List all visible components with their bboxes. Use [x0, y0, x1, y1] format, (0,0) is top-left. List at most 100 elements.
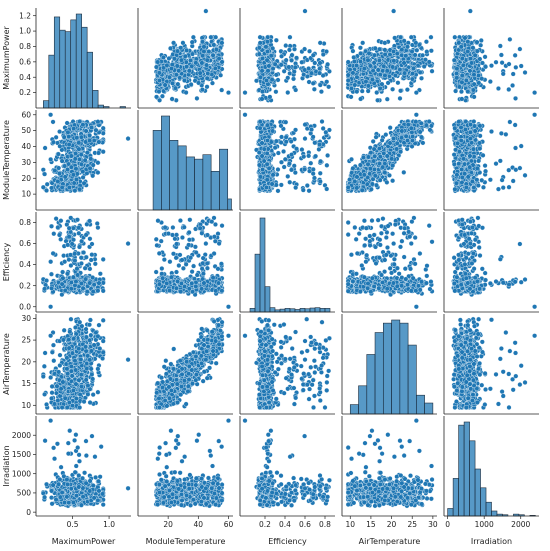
scatter-point: [346, 73, 351, 78]
scatter-point: [169, 66, 174, 71]
scatter-point: [318, 61, 323, 66]
scatter-point: [56, 166, 61, 171]
scatter-point: [157, 78, 162, 83]
scatter-point: [200, 61, 205, 66]
scatter-point: [74, 135, 79, 140]
scatter-point: [77, 157, 82, 162]
histogram-bar: [228, 199, 232, 210]
histogram-bar: [93, 90, 98, 108]
scatter-point: [88, 166, 93, 171]
scatter-point: [429, 48, 434, 53]
scatter-point: [390, 163, 395, 168]
scatter-point: [176, 68, 181, 73]
panel-module-temperature-vs-efficiency: [240, 110, 335, 210]
scatter-point: [85, 150, 90, 155]
scatter-point: [183, 54, 188, 59]
scatter-point: [418, 70, 423, 75]
scatter-point: [460, 73, 465, 78]
scatter-point: [189, 82, 194, 87]
scatter-point: [355, 175, 360, 180]
scatter-point: [362, 66, 367, 71]
scatter-point: [418, 130, 423, 135]
scatter-point: [63, 175, 68, 180]
scatter-point: [73, 151, 78, 156]
scatter-point: [452, 58, 457, 63]
scatter-point: [479, 38, 484, 43]
histogram-bar: [203, 155, 211, 210]
scatter-point: [276, 151, 281, 156]
scatter-point: [171, 41, 176, 46]
scatter-point: [377, 146, 382, 151]
scatter-point: [476, 81, 481, 86]
scatter-point: [358, 46, 363, 51]
scatter-point: [210, 81, 215, 86]
scatter-point: [353, 83, 358, 88]
scatter-point: [279, 160, 284, 165]
scatter-point: [56, 179, 61, 184]
scatter-point: [471, 46, 476, 51]
scatter-point: [471, 88, 476, 93]
scatter-point: [288, 35, 293, 40]
scatter-point: [419, 76, 424, 81]
scatter-point: [271, 66, 276, 71]
scatter-point: [506, 87, 511, 92]
scatter-point: [60, 185, 65, 190]
scatter-point: [405, 138, 410, 143]
scatter-point: [264, 45, 269, 50]
scatter-point: [205, 76, 210, 81]
scatter-point: [414, 90, 419, 95]
scatter-point: [167, 75, 172, 80]
scatter-point: [287, 65, 292, 70]
scatter-point: [209, 72, 214, 77]
scatter-point: [285, 174, 290, 179]
scatter-point: [58, 144, 63, 149]
scatter-point: [376, 68, 381, 73]
scatter-point: [398, 89, 403, 94]
scatter-point: [96, 160, 101, 165]
scatter-point: [260, 89, 265, 94]
scatter-point: [307, 188, 312, 193]
scatter-point: [402, 71, 407, 76]
scatter-point: [274, 89, 279, 94]
scatter-point: [202, 45, 207, 50]
scatter-point: [282, 165, 287, 170]
scatter-point: [383, 170, 388, 175]
scatter-point: [294, 56, 299, 61]
scatter-point: [404, 134, 409, 139]
scatter-point: [318, 171, 323, 176]
scatter-point: [368, 166, 373, 171]
scatter-point: [419, 135, 424, 140]
scatter-point: [358, 59, 363, 64]
histogram-bar: [76, 14, 81, 108]
scatter-point: [264, 185, 269, 190]
scatter-point: [257, 52, 262, 57]
panel-maximum-power-vs-module-temperature: [138, 8, 233, 108]
scatter-point: [42, 172, 47, 177]
scatter-point: [311, 135, 316, 140]
scatter-point: [74, 166, 79, 171]
scatter-point: [366, 89, 371, 94]
histogram-bar: [170, 140, 178, 210]
scatter-point: [391, 9, 396, 14]
scatter-point: [511, 179, 516, 184]
scatter-point: [163, 83, 168, 88]
scatter-point: [77, 187, 82, 192]
scatter-point: [211, 53, 216, 58]
scatter-point: [489, 63, 494, 68]
scatter-point: [390, 65, 395, 70]
scatter-point: [496, 187, 501, 192]
scatter-point: [460, 80, 465, 85]
scatter-point: [409, 35, 414, 40]
scatter-point: [317, 71, 322, 76]
scatter-point: [170, 97, 175, 102]
scatter-point: [355, 89, 360, 94]
scatter-point: [243, 112, 248, 117]
scatter-point: [476, 183, 481, 188]
scatter-point: [469, 61, 474, 66]
scatter-point: [419, 121, 424, 126]
scatter-point: [475, 177, 480, 182]
scatter-point: [351, 55, 356, 60]
scatter-point: [391, 49, 396, 54]
scatter-point: [351, 71, 356, 76]
scatter-point: [265, 123, 270, 128]
